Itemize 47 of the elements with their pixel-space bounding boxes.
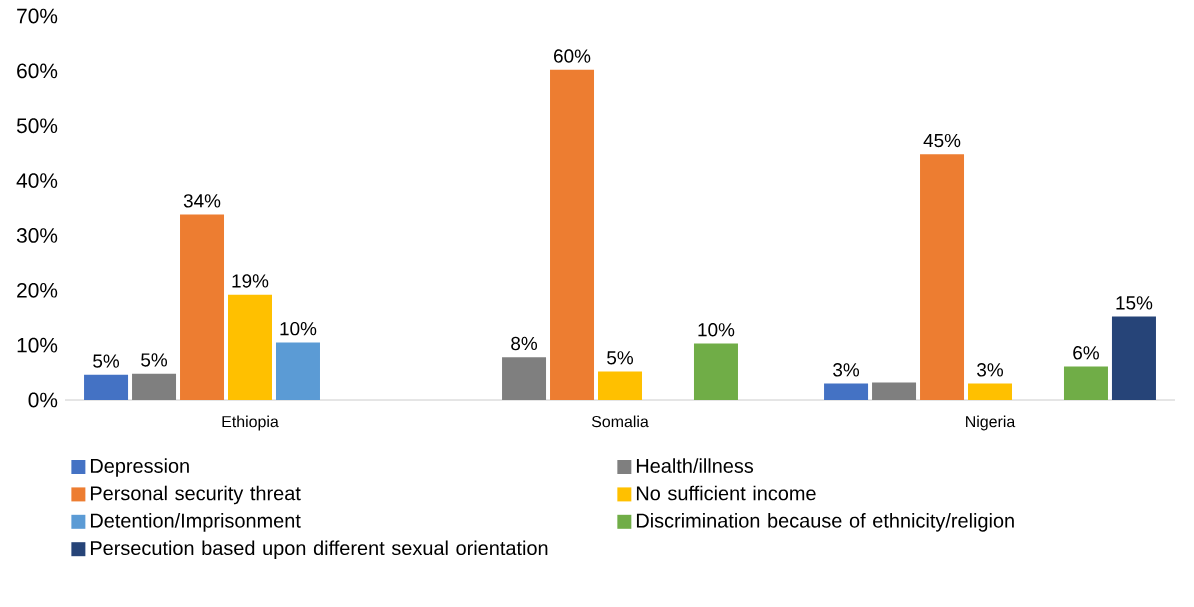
bar	[920, 154, 965, 400]
x-tick-label: Somalia	[591, 415, 649, 428]
bar	[598, 371, 643, 400]
bar	[1111, 316, 1156, 400]
bar	[693, 343, 738, 400]
data-label: 5%	[93, 354, 120, 368]
y-tick-label: 60%	[17, 63, 58, 79]
x-tick-label: Ethiopia	[222, 415, 279, 431]
bar	[132, 373, 177, 400]
data-label: 3%	[977, 363, 1004, 377]
bar	[180, 214, 225, 400]
data-label: 10%	[698, 323, 735, 337]
data-label: 15%	[1116, 296, 1153, 310]
data-label: 60%	[554, 49, 591, 63]
legend-label: Discrimination because of ethnicity/religion	[636, 513, 1014, 532]
data-label: 19%	[232, 274, 269, 288]
y-tick-label: 0%	[28, 392, 58, 408]
y-tick-label: 10%	[17, 337, 58, 353]
bar	[502, 357, 547, 400]
bar	[872, 382, 917, 400]
y-tick-label: 30%	[16, 228, 58, 243]
legend-label: Detention/Imprisonment	[90, 513, 301, 532]
bar	[968, 383, 1013, 400]
bar	[84, 374, 129, 400]
bar	[550, 69, 595, 400]
legend-label: Health/illness	[636, 458, 754, 473]
x-tick-label: Nigeria	[966, 415, 1016, 431]
data-label: 10%	[280, 321, 317, 336]
legend-label: Depression	[90, 458, 189, 477]
legend-label: Personal security threat	[90, 485, 301, 505]
data-label: 8%	[511, 336, 538, 351]
y-tick-label: 40%	[16, 173, 58, 188]
data-label: 3%	[833, 363, 860, 377]
bar	[275, 342, 320, 400]
legend-label: Persecution based upon different sexual orientation	[90, 540, 548, 560]
data-label: 34%	[183, 194, 221, 208]
bar	[824, 383, 869, 400]
bar	[228, 294, 272, 400]
y-tick-label: 50%	[16, 118, 58, 134]
y-tick-label: 20%	[17, 282, 58, 298]
data-label: 5%	[141, 353, 168, 367]
y-tick-label: 70%	[17, 8, 58, 24]
legend-label: No sufficient income	[636, 485, 816, 501]
data-label: 45%	[923, 133, 961, 148]
data-label: 6%	[1073, 346, 1099, 360]
data-label: 5%	[607, 351, 633, 365]
bar	[1063, 366, 1108, 400]
